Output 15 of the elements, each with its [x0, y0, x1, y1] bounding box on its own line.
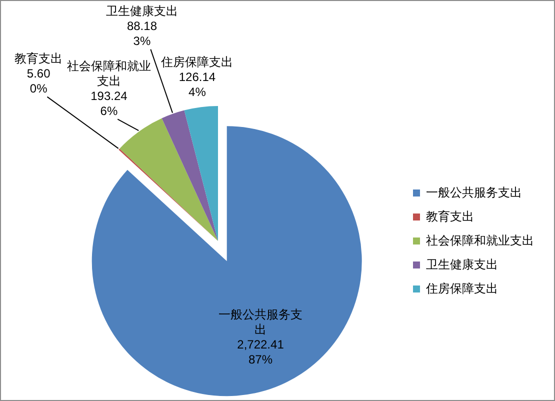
data-label: 2,722.41 87%	[237, 338, 284, 367]
data-label: 126.14 4%	[178, 70, 216, 99]
legend-label: 社会保障和就业支出	[426, 233, 534, 248]
slice-label: 教育支出	[14, 52, 63, 66]
data-label: 193.24 6%	[90, 89, 128, 118]
slice-label: 住房保障支出	[160, 54, 234, 69]
legend-label: 教育支出	[426, 209, 474, 224]
data-label: 5.60 0%	[26, 66, 51, 96]
slice-label: 社会保障和就业支出	[66, 59, 151, 88]
legend-label: 卫生健康支出	[426, 257, 498, 272]
legend-label: 一般公共服务支出	[426, 185, 522, 200]
data-label: 88.18 3%	[126, 19, 158, 48]
slice-label: 卫生健康支出	[106, 4, 178, 18]
slice-label: 一般公共服务支出	[218, 308, 303, 337]
legend-label: 住房保障支出	[425, 281, 498, 296]
